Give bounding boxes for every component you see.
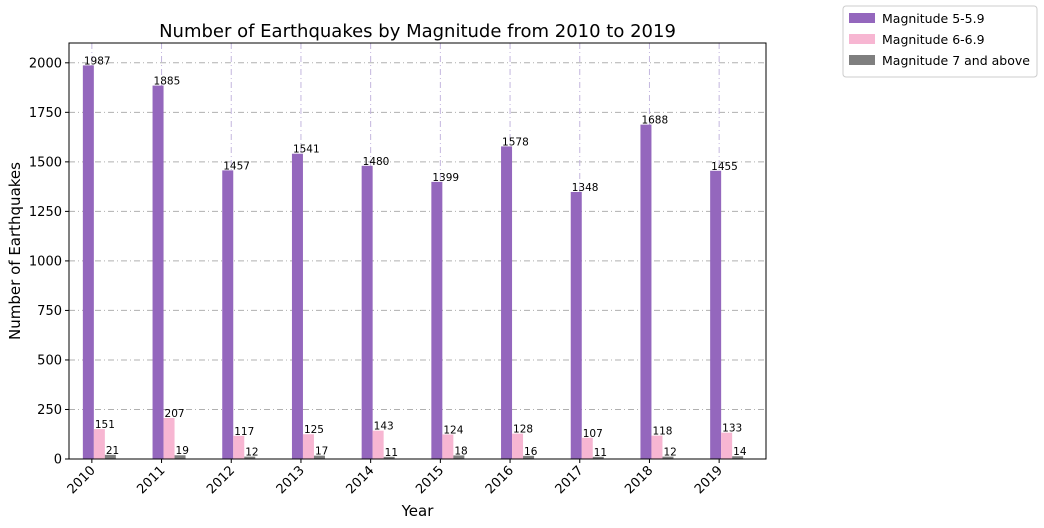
plot-frame bbox=[68, 42, 767, 460]
data-label: 21 bbox=[106, 445, 119, 457]
bar-1-2013 bbox=[291, 153, 303, 460]
x-tick-label: 2013 bbox=[274, 463, 308, 497]
legend-label: Magnitude 6-6.9 bbox=[882, 32, 985, 47]
data-label: 124 bbox=[443, 424, 463, 436]
x-tick-label: 2018 bbox=[622, 463, 656, 497]
data-label: 1480 bbox=[363, 156, 390, 168]
data-label: 1457 bbox=[223, 160, 250, 172]
data-label: 117 bbox=[234, 426, 254, 438]
chart-title: Number of Earthquakes by Magnitude from … bbox=[159, 21, 676, 42]
y-tick-label: 1750 bbox=[29, 106, 62, 121]
bar-2-2015 bbox=[442, 434, 454, 459]
data-label: 1987 bbox=[84, 55, 111, 67]
y-tick-label: 1000 bbox=[29, 254, 62, 269]
bar-1-2016 bbox=[501, 146, 513, 460]
bar-2-2018 bbox=[651, 435, 663, 459]
data-label: 107 bbox=[583, 428, 603, 440]
x-tick-label: 2016 bbox=[483, 463, 517, 497]
data-label: 12 bbox=[245, 447, 258, 459]
bar-3-2019 bbox=[732, 456, 744, 459]
x-tick-label: 2011 bbox=[134, 463, 168, 497]
bar-1-2015 bbox=[431, 181, 443, 460]
bar-2-2012 bbox=[233, 435, 245, 459]
bar-2-2017 bbox=[581, 437, 593, 459]
bar-2-2019 bbox=[721, 432, 733, 459]
data-label: 1348 bbox=[572, 182, 599, 194]
bar-3-2011 bbox=[174, 455, 186, 459]
data-label: 16 bbox=[524, 446, 538, 458]
bar-2-2011 bbox=[163, 417, 175, 459]
data-label: 1399 bbox=[432, 172, 459, 184]
legend-swatch bbox=[849, 34, 875, 44]
x-tick-label: 2014 bbox=[343, 463, 377, 497]
data-label: 19 bbox=[176, 445, 189, 457]
data-label: 207 bbox=[165, 408, 185, 420]
data-label: 17 bbox=[315, 446, 328, 458]
bar-1-2011 bbox=[152, 85, 164, 459]
x-tick-label: 2010 bbox=[65, 463, 99, 497]
data-label: 1578 bbox=[502, 136, 529, 148]
bar-1-2017 bbox=[570, 191, 582, 459]
data-label: 125 bbox=[304, 424, 324, 436]
bar-3-2010 bbox=[104, 454, 116, 459]
bar-1-2010 bbox=[82, 65, 94, 459]
data-label: 11 bbox=[594, 447, 607, 459]
legend-label: Magnitude 7 and above bbox=[882, 53, 1030, 68]
data-label: 1455 bbox=[711, 161, 738, 173]
bars bbox=[82, 65, 744, 460]
bar-3-2017 bbox=[592, 456, 604, 459]
bar-1-2012 bbox=[222, 170, 234, 459]
bar-1-2018 bbox=[640, 124, 652, 459]
data-label: 18 bbox=[454, 445, 467, 457]
legend-swatch bbox=[849, 13, 875, 23]
x-tick-label: 2012 bbox=[204, 463, 238, 497]
y-axis-label: Number of Earthquakes bbox=[6, 162, 24, 340]
data-label: 1885 bbox=[154, 76, 181, 88]
y-tick-label: 250 bbox=[37, 403, 62, 418]
legend-label: Magnitude 5-5.9 bbox=[882, 11, 985, 26]
y-tick-label: 500 bbox=[37, 353, 62, 368]
data-label: 12 bbox=[663, 447, 676, 459]
bar-3-2012 bbox=[244, 456, 256, 459]
y-tick-label: 2000 bbox=[29, 56, 62, 71]
bar-2-2013 bbox=[302, 434, 314, 459]
x-axis-label: Year bbox=[401, 502, 435, 520]
data-label: 128 bbox=[513, 424, 533, 436]
legend-swatch bbox=[849, 55, 875, 65]
bar-2-2010 bbox=[93, 429, 105, 459]
bar-1-2019 bbox=[710, 170, 722, 459]
bar-1-2014 bbox=[361, 165, 373, 460]
data-label: 11 bbox=[385, 447, 398, 459]
bar-2-2014 bbox=[372, 430, 384, 459]
y-tick-label: 1500 bbox=[29, 155, 62, 170]
data-label: 133 bbox=[722, 423, 742, 435]
y-axis-ticks: 0 250 500 750 1000 1250 1500 1750 2000 bbox=[29, 56, 69, 468]
grid-lines bbox=[69, 43, 766, 460]
bar-2-2016 bbox=[512, 433, 524, 459]
data-label: 151 bbox=[95, 419, 115, 431]
x-axis-ticks: 2010 2011 2012 2013 2014 2015 2016 2017 2018 2019 bbox=[65, 459, 726, 497]
bar-3-2016 bbox=[523, 455, 535, 459]
data-label: 14 bbox=[733, 446, 747, 458]
data-label: 118 bbox=[652, 426, 672, 438]
y-tick-label: 750 bbox=[37, 304, 62, 319]
x-tick-label: 2019 bbox=[692, 463, 726, 497]
data-labels: 1987 151 21 1885 207 19 1457 117 12 1541 125 17 1480… bbox=[84, 55, 747, 458]
data-label: 1688 bbox=[641, 115, 668, 127]
y-tick-label: 1250 bbox=[29, 205, 62, 220]
x-tick-label: 2015 bbox=[413, 463, 447, 497]
legend-box bbox=[842, 5, 1038, 78]
bar-3-2015 bbox=[453, 455, 465, 459]
bar-3-2013 bbox=[313, 455, 325, 459]
y-tick-label: 0 bbox=[54, 453, 62, 468]
bar-3-2018 bbox=[662, 456, 674, 459]
legend: Magnitude 5-5.9 Magnitude 6-6.9 Magnitude … bbox=[842, 5, 1038, 78]
data-label: 143 bbox=[374, 421, 394, 433]
data-label: 1541 bbox=[293, 144, 320, 156]
x-tick-label: 2017 bbox=[553, 463, 587, 497]
bar-3-2014 bbox=[383, 456, 395, 459]
